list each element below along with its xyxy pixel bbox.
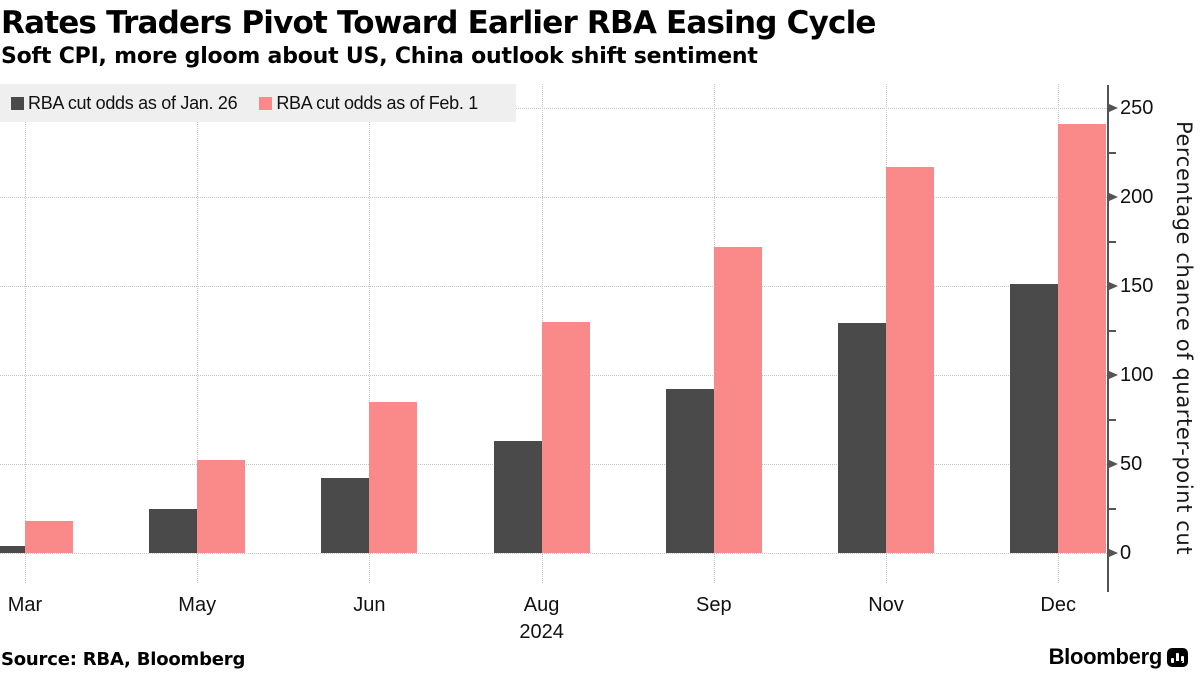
y-tick-label-100: 100 xyxy=(1120,364,1154,386)
bar-dec-jan26 xyxy=(1010,284,1059,553)
legend-label-feb1: RBA cut odds as of Feb. 1 xyxy=(276,92,478,113)
y-tick-label-50: 50 xyxy=(1120,453,1143,475)
y-tick-0-icon xyxy=(1109,549,1118,557)
legend-item-feb1: RBA cut odds as of Feb. 1 xyxy=(259,93,478,114)
y-tick-200-icon xyxy=(1109,193,1118,201)
gridline-h-200 xyxy=(0,197,1107,198)
bar-nov-feb1 xyxy=(886,166,934,553)
y-minortick-225 xyxy=(1109,151,1116,154)
page-title: Rates Traders Pivot Toward Earlier RBA E… xyxy=(1,5,876,41)
x-tick-label-dec: Dec xyxy=(1040,594,1076,616)
x-tick-label-aug: Aug xyxy=(523,594,560,616)
source-note: Source: RBA, Bloomberg xyxy=(1,649,246,670)
x-tick-label-mar: Mar xyxy=(7,594,43,616)
legend-swatch-feb1-icon xyxy=(259,96,273,110)
gridline-h-0 xyxy=(0,553,1107,554)
y-axis-line xyxy=(1107,85,1109,592)
y-tick-label-0: 0 xyxy=(1120,542,1132,564)
bloomberg-icon-tail xyxy=(1175,661,1183,667)
y-tick-50-icon xyxy=(1109,460,1118,468)
bar-nov-jan26 xyxy=(838,323,886,553)
gridline-h-250 xyxy=(0,108,1107,109)
x-tick-label-sep: Sep xyxy=(696,594,732,616)
legend-item-jan26: RBA cut odds as of Jan. 26 xyxy=(11,92,238,114)
gridline-v-jun xyxy=(369,84,371,583)
bar-mar-feb1 xyxy=(25,520,73,553)
y-axis-title: Percentage chance of quarter-point cut xyxy=(1172,120,1196,556)
legend-label-jan26: RBA cut odds as of Jan. 26 xyxy=(28,92,238,113)
legend-swatch-jan26-icon xyxy=(11,96,24,110)
page-subtitle: Soft CPI, more gloom about US, China out… xyxy=(1,44,758,69)
bar-jun-feb1 xyxy=(369,401,418,553)
y-tick-100-icon xyxy=(1109,371,1118,379)
x-tick-label-jun: Jun xyxy=(353,594,386,616)
bar-aug-jan26 xyxy=(493,440,542,553)
bar-may-jan26 xyxy=(149,508,198,553)
bar-jun-jan26 xyxy=(321,478,370,553)
bar-aug-feb1 xyxy=(541,321,590,553)
y-minortick-25 xyxy=(1109,507,1116,510)
bloomberg-wordmark: Bloomberg xyxy=(1049,644,1188,670)
x-axis-year-label: 2024 xyxy=(519,621,564,643)
y-minortick-125 xyxy=(1109,329,1116,332)
bar-sep-feb1 xyxy=(713,246,762,553)
y-tick-250-icon xyxy=(1109,104,1118,112)
gridline-v-mar xyxy=(25,84,26,583)
y-minortick-175 xyxy=(1109,240,1116,243)
gridline-v-may xyxy=(197,84,199,583)
bar-may-feb1 xyxy=(197,460,246,553)
chart-legend: RBA cut odds as of Jan. 26 RBA cut odds … xyxy=(0,84,516,122)
y-tick-label-150: 150 xyxy=(1120,275,1154,297)
x-tick-label-may: May xyxy=(178,594,217,616)
bar-dec-feb1 xyxy=(1058,124,1107,553)
y-minortick-75 xyxy=(1109,418,1116,421)
bar-sep-jan26 xyxy=(665,389,714,553)
bar-mar-jan26 xyxy=(0,545,25,553)
y-tick-150-icon xyxy=(1109,282,1118,290)
bloomberg-logo-text: Bloomberg xyxy=(1048,644,1163,669)
gridline-h-150 xyxy=(0,286,1107,287)
x-tick-label-nov: Nov xyxy=(868,594,904,616)
y-tick-label-250: 250 xyxy=(1120,97,1154,119)
y-tick-label-200: 200 xyxy=(1120,186,1154,208)
